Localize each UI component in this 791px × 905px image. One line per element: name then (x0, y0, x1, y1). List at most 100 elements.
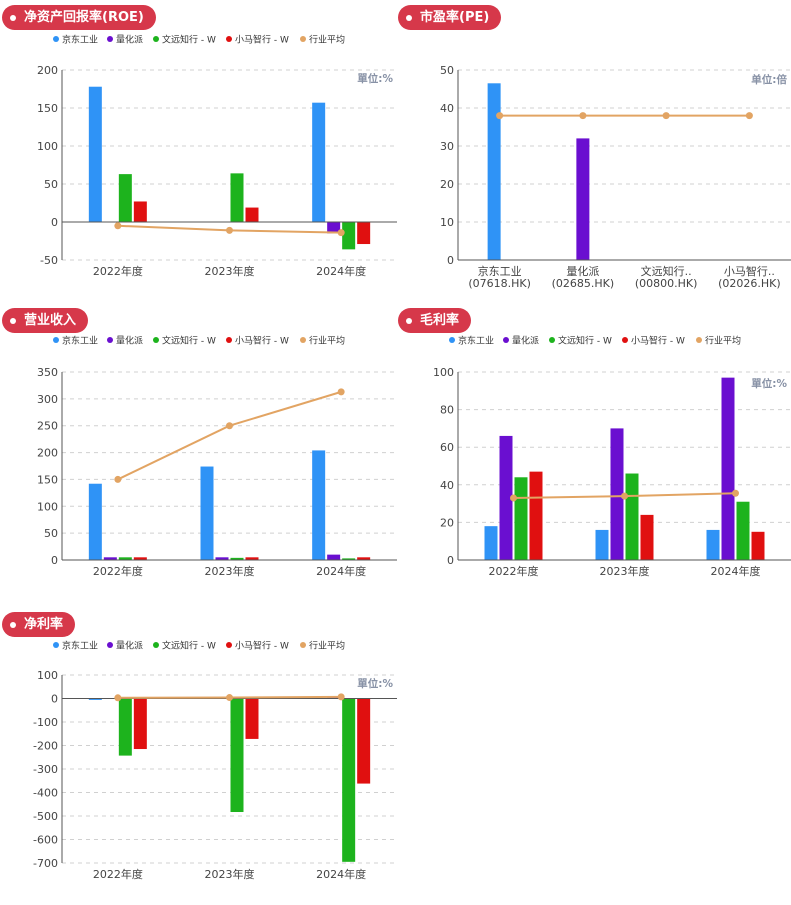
legend-marker-3 (622, 337, 628, 343)
avg-point-3 (745, 112, 753, 120)
y-tick-label: -300 (33, 763, 58, 776)
y-tick-label: 50 (44, 527, 58, 540)
legend-label-3: 小马智行 - W (235, 335, 289, 347)
legend-label-1: 量化派 (116, 640, 143, 652)
legend-marker-0 (449, 337, 455, 343)
legend-marker-1 (503, 337, 509, 343)
y-tick-label: -600 (33, 834, 58, 847)
legend-marker-4 (300, 642, 306, 648)
badge-dot-icon (10, 317, 16, 324)
legend-label-4: 行业平均 (309, 335, 345, 347)
y-tick-label: 150 (37, 102, 58, 115)
legend-marker-2 (153, 337, 159, 343)
y-tick-label: 300 (37, 393, 58, 406)
avg-point-0 (114, 694, 122, 702)
y-tick-label: 20 (440, 178, 454, 191)
chart-pe: 单位:倍 50 40 30 20 10 0 京东工业(07618.HK) 量化派(02685.H… (440, 64, 791, 290)
bar-2-2 (342, 698, 356, 862)
y-tick-label: 40 (440, 102, 454, 115)
badge-roe: 净资产回报率(ROE) (2, 5, 156, 30)
y-tick-label: 200 (37, 447, 58, 460)
y-tick-label: 20 (440, 516, 454, 529)
x-tick-label: 2022年度 (93, 564, 143, 578)
x-tick-label: (02026.HK) (718, 277, 781, 290)
bar-2-0 (514, 477, 528, 560)
y-tick-label: -400 (33, 787, 58, 800)
bar-1-2 (327, 554, 341, 560)
unit-label: 单位:倍 (751, 73, 787, 86)
legend-marker-4 (300, 36, 306, 42)
x-tick-label: 2024年度 (711, 564, 761, 578)
avg-point-1 (579, 112, 587, 120)
bar-2-0 (118, 698, 132, 756)
legend-marker-2 (549, 337, 555, 343)
legend-marker-0 (53, 642, 59, 648)
bar-0-0 (88, 86, 102, 222)
legend-marker-3 (226, 337, 232, 343)
badge-pe: 市盈率(PE) (398, 5, 502, 30)
x-tick-label: 2023年度 (600, 564, 650, 578)
x-tick-label: 2022年度 (93, 264, 143, 278)
bar-2-1 (230, 698, 244, 813)
legend-marker-4 (696, 337, 702, 343)
bar-1-1 (610, 428, 624, 560)
avg-point-1 (621, 492, 628, 500)
avg-line (117, 390, 342, 481)
y-tick-label: 150 (37, 473, 58, 486)
unit-label: 單位:% (357, 72, 393, 85)
y-tick-label: 250 (37, 420, 58, 433)
y-tick-label: 30 (440, 140, 454, 153)
y-tick-label: -200 (33, 740, 58, 753)
bar-3-1 (245, 557, 259, 560)
legend-label-2: 文远知行 - W (162, 640, 216, 652)
legend-marker-0 (53, 337, 59, 343)
legend-marker-1 (107, 642, 113, 648)
legend-marker-4 (300, 337, 306, 343)
panel-roe: 净资产回报率(ROE) 京东工业 量化派 文远知行 - W 小马智行 - W 行业平均單… (0, 0, 397, 298)
avg-point-1 (226, 226, 233, 234)
x-tick-label: (07618.HK) (468, 277, 531, 290)
bar-0-0 (88, 698, 102, 700)
badge-dot-icon (10, 621, 16, 628)
badge-revenue: 营业收入 (2, 308, 89, 333)
avg-point-1 (226, 694, 233, 702)
y-tick-label: 100 (37, 500, 58, 513)
y-tick-label: -700 (33, 857, 58, 870)
avg-point-2 (337, 229, 345, 237)
bar-3-2 (357, 222, 371, 245)
bar-1-1 (215, 557, 229, 560)
x-tick-label: 小马智行.. (724, 264, 775, 278)
legend-label-3: 小马智行 - W (235, 34, 289, 46)
legend-marker-2 (153, 642, 159, 648)
bar-2-1 (230, 557, 244, 560)
y-tick-label: 0 (51, 693, 58, 706)
y-tick-label: 50 (44, 178, 58, 191)
avg-point-0 (114, 475, 122, 483)
bar-3-0 (133, 201, 147, 222)
avg-point-2 (337, 388, 345, 396)
panel-net: 净利率 京东工业 量化派 文远知行 - W 小马智行 - W 行业平均 單位:% 100 0 -… (0, 607, 397, 905)
chart-title-net: 净利率 (24, 617, 64, 632)
x-tick-label: 文远知行.. (641, 264, 692, 278)
x-tick-label: 2024年度 (316, 564, 366, 578)
avg-point-2 (337, 693, 345, 701)
panel-pe: 市盈率(PE) 单位:倍 50 40 30 20 10 0 京东工业 (07618.HK) 量化派… (396, 0, 791, 298)
bar-0-2 (312, 450, 326, 560)
bar-2-2 (342, 222, 356, 250)
avg-point-0 (510, 494, 517, 502)
bar-2-1 (625, 473, 639, 560)
bar-3-1 (640, 514, 654, 560)
x-tick-label: 2023年度 (205, 264, 255, 278)
unit-label: 單位:% (357, 677, 393, 690)
legend-label-2: 文远知行 - W (162, 335, 216, 347)
bar-3-1 (245, 698, 259, 739)
legend-label-2: 文远知行 - W (558, 335, 612, 347)
x-tick-label: (00800.HK) (635, 277, 698, 290)
avg-point-0 (114, 222, 122, 230)
legend-label-0: 京东工业 (62, 34, 98, 46)
legend-label-0: 京东工业 (458, 335, 494, 347)
badge-dot-icon (10, 14, 16, 21)
y-tick-label: 40 (440, 479, 454, 492)
